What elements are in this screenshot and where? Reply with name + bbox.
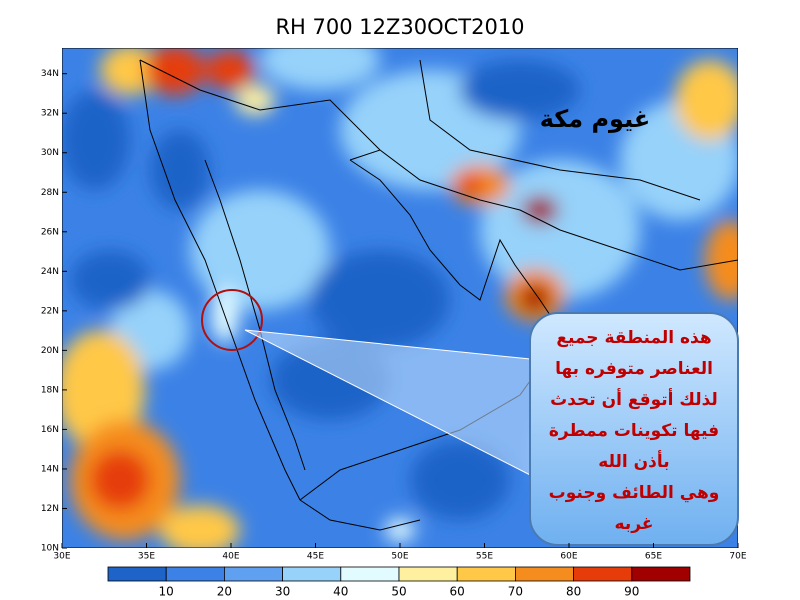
axes: 30E 35E 40E 45E 50E 55E 60E 65E 70E 10N 12N 14N 16N 1… [41,69,747,561]
x-tick-label: 60E [560,552,577,562]
colorbar: 10 20 30 40 50 60 70 80 90 [107,566,691,599]
y-tick-label: 20N [41,346,59,356]
y-tick-label: 30N [41,148,59,158]
colorbar-label: 30 [275,585,290,599]
x-tick-label: 45E [307,552,324,562]
x-tick-label: 70E [729,552,746,562]
x-tick-label: 50E [391,552,408,562]
colorbar-label: 70 [508,585,523,599]
colorbar-label: 10 [159,585,174,599]
y-tick-label: 18N [41,385,59,395]
colorbar-box [631,566,691,582]
x-tick-label: 40E [222,552,239,562]
y-tick-label: 24N [41,267,59,277]
x-tick-label: 35E [138,552,155,562]
colorbar-box [165,566,225,582]
colorbar-box [573,566,633,582]
callout-text: هذه المنطقة جميع العناصر متوفره بها لذلك أ… [549,328,720,534]
colorbar-box [340,566,400,582]
y-tick-label: 34N [41,69,59,79]
y-tick-label: 10N [41,544,59,554]
colorbar-box [282,566,342,582]
y-tick-label: 12N [41,504,59,514]
colorbar-box [456,566,516,582]
highlight-circle [201,289,263,351]
colorbar-box [223,566,283,582]
colorbar-label: 80 [566,585,581,599]
y-tick-label: 32N [41,109,59,119]
colorbar-box [398,566,458,582]
callout-line: وهي الطائف وجنوب [549,483,720,503]
callout-line: غربه [615,514,654,534]
colorbar-label: 50 [391,585,406,599]
x-tick-label: 30E [53,552,70,562]
colorbar-box [107,566,167,582]
map-label: غيوم مكة [540,105,651,133]
title: RH 700 12Z30OCT2010 [275,15,524,39]
x-tick-label: 55E [476,552,493,562]
y-tick-label: 22N [41,306,59,316]
colorbar-label: 20 [217,585,232,599]
y-tick-label: 16N [41,425,59,435]
callout-line: بأذن الله [598,450,669,472]
y-tick-label: 26N [41,227,59,237]
callout-line: لذلك أتوقع أن تحدث [550,388,718,410]
colorbar-label: 60 [450,585,465,599]
callout-box [529,312,739,546]
colorbar-box [515,566,575,582]
callout-line: هذه المنطقة جميع [556,328,711,348]
y-tick-label: 14N [41,464,59,474]
y-tick-label: 28N [41,188,59,198]
colorbar-label: 90 [624,585,639,599]
callout-line: العناصر متوفره بها [555,359,713,379]
x-tick-label: 65E [645,552,662,562]
colorbar-label: 40 [333,585,348,599]
callout-line: فيها تكوينات ممطرة [549,421,719,441]
